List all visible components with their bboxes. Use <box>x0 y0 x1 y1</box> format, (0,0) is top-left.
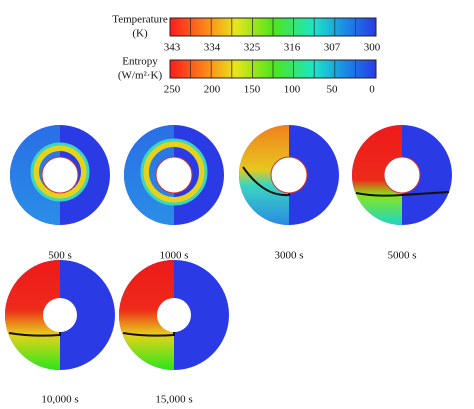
annulus-left <box>239 125 289 225</box>
colorbar-tick-label: 334 <box>204 42 221 54</box>
time-label: 3000 s <box>274 250 303 262</box>
colorbar-tick-label: 200 <box>204 84 221 96</box>
colorbar-tick-label: 325 <box>244 42 261 54</box>
hot-ring-outer <box>140 138 208 206</box>
colorbar-tick-label: 250 <box>164 84 181 96</box>
time-label: 1000 s <box>159 250 188 262</box>
colorbar-title: (K) <box>132 28 148 40</box>
colorbar-tick-label: 343 <box>164 42 181 54</box>
tube-hole <box>43 298 77 332</box>
panels: 500 s 1000 s 3000 s 5000 s 10,000 s 15,000 s <box>5 125 452 406</box>
tube-hole <box>383 156 421 194</box>
colorbar-tick-label: 300 <box>364 42 381 54</box>
melt-front <box>8 332 61 337</box>
annulus-left <box>352 125 402 225</box>
time-label: 15,000 s <box>155 394 192 406</box>
hot-ring-outer <box>30 142 90 202</box>
colorbar-title: Entropy <box>122 56 158 68</box>
tube-hole <box>270 156 308 194</box>
melt-front <box>355 191 450 197</box>
colorbar-title: (W/m²·K) <box>118 70 163 82</box>
hot-ring <box>33 145 87 199</box>
annulus-left <box>5 260 60 370</box>
colorbar-tick-label: 150 <box>244 84 261 96</box>
melt-front <box>242 166 290 197</box>
colorbar-tick-label: 100 <box>284 84 301 96</box>
annulus-left <box>119 260 174 370</box>
time-label: 5000 s <box>387 250 416 262</box>
time-label: 500 s <box>48 250 72 262</box>
colorbars: Temperature (K) 343 334 325 316 307 300 Entropy (… <box>112 14 380 96</box>
time-label: 10,000 s <box>41 394 78 406</box>
colorbar-tick-label: 50 <box>327 84 339 96</box>
tube-hole <box>155 156 193 194</box>
colorbar-title: Temperature <box>112 14 168 26</box>
colorbar-tick-label: 0 <box>369 84 375 96</box>
colorbar-tick-label: 307 <box>324 42 341 54</box>
colorbar-tick-label: 316 <box>284 42 301 54</box>
tube-hole <box>41 156 79 194</box>
melt-front <box>122 332 175 337</box>
hot-ring <box>143 141 205 203</box>
tube-hole <box>157 298 191 332</box>
